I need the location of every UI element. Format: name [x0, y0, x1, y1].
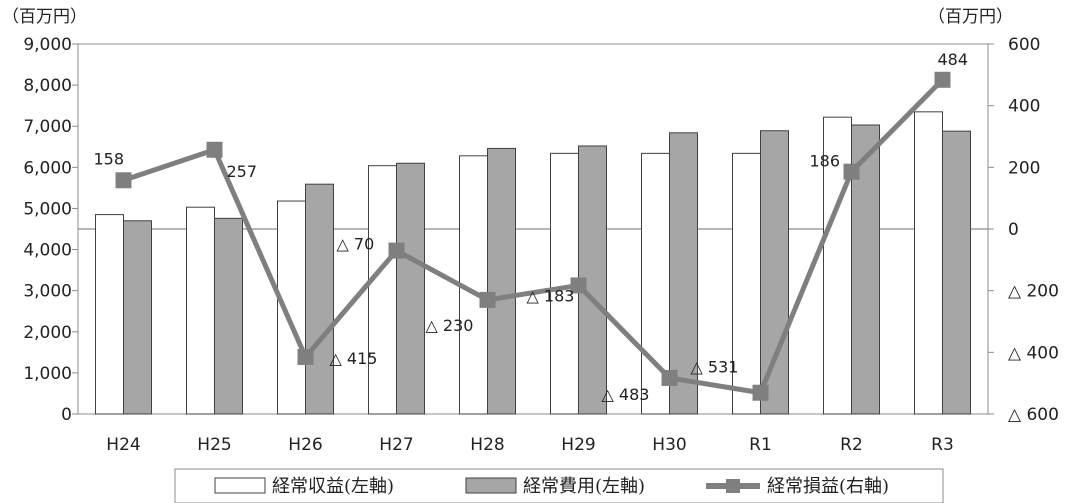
x-axis: H24 H25 H26 H27 H28 H29 H30 R1 R2 R3: [106, 435, 954, 455]
data-label-profit-R2: 186: [810, 152, 841, 171]
left-axis-tick-label: 5,000: [23, 199, 72, 219]
bar-expense-H28: [487, 147, 516, 415]
x-axis-tick-label: H25: [197, 435, 231, 455]
right-axis-tick-label: △ 200: [1008, 282, 1059, 302]
right-axis-tick-label: 0: [1008, 220, 1019, 240]
x-axis-tick-label: R2: [840, 435, 863, 455]
bar-expense-H26: [305, 183, 334, 415]
line-profit: [122, 78, 945, 396]
point-profit-R1: [752, 384, 769, 401]
point-profit-H25: [206, 141, 223, 158]
data-label-profit-H26: △ 415: [330, 349, 378, 368]
legend: 経常収益(左軸) 経常費用(左軸) 経常損益(右軸): [174, 468, 944, 503]
right-axis-tick-label: 200: [1008, 158, 1040, 178]
data-label-profit-H30: △ 483: [602, 385, 650, 404]
legend-swatch-profit-marker: [726, 479, 740, 493]
bar-expense-R1: [760, 130, 789, 415]
bar-expense-H30: [669, 132, 698, 415]
bar-expense-H24: [123, 220, 152, 415]
bar-revenue-H24: [95, 214, 124, 415]
right-axis-tick-label: 400: [1008, 97, 1040, 117]
point-profit-H28: [479, 291, 496, 308]
right-axis-unit: （百万円）: [928, 7, 1013, 27]
data-label-profit-H25: 257: [227, 162, 258, 181]
right-axis: 600 400 200 0 △ 200 △ 400 △ 600: [988, 35, 1059, 425]
data-label-profit-R1: △ 531: [691, 358, 739, 377]
point-profit-H26: [297, 348, 314, 365]
legend-label-revenue: 経常収益(左軸): [272, 476, 394, 497]
point-profit-H29: [570, 277, 587, 294]
left-axis: 0 1,000 2,000 3,000 4,000 5,000 6,000 7,000 8,00…: [23, 35, 78, 425]
data-label-profit-R3: 484: [938, 50, 969, 69]
data-label-profit-H28: △ 230: [426, 316, 474, 335]
left-axis-tick-label: 8,000: [23, 76, 72, 96]
point-profit-H24: [115, 172, 132, 189]
data-label-profit-H24: 158: [94, 149, 125, 168]
data-label-profit-H29: △ 183: [527, 286, 575, 305]
x-axis-tick-label: H30: [652, 435, 686, 455]
legend-label-expense: 経常費用(左軸): [523, 476, 645, 497]
point-profit-H27: [388, 242, 405, 259]
bar-expense-H27: [396, 162, 425, 415]
left-axis-tick-label: 7,000: [23, 117, 72, 137]
left-axis-tick-label: 0: [61, 405, 72, 425]
left-axis-tick-label: 4,000: [23, 241, 72, 261]
left-axis-tick-label: 3,000: [23, 282, 72, 302]
point-profit-R3: [934, 71, 951, 88]
legend-frame: [174, 468, 944, 503]
legend-swatch-revenue: [214, 477, 266, 494]
left-axis-tick-label: 9,000: [23, 35, 72, 55]
bar-revenue-H25: [186, 206, 215, 415]
legend-label-profit: 経常損益(右軸): [767, 476, 889, 497]
left-axis-tick-label: 2,000: [23, 323, 72, 343]
x-axis-tick-label: H27: [379, 435, 413, 455]
bar-revenue-R3: [914, 111, 943, 415]
data-label-profit-H27: △ 70: [337, 235, 375, 254]
x-axis-tick-label: H24: [106, 435, 140, 455]
x-axis-tick-label: H29: [561, 435, 595, 455]
right-axis-tick-label: △ 400: [1008, 343, 1059, 363]
x-axis-tick-label: R1: [749, 435, 772, 455]
left-axis-tick-label: 1,000: [23, 364, 72, 384]
bar-revenue-H30: [641, 152, 670, 415]
bar-expense-R3: [942, 130, 971, 415]
x-axis-tick-label: R3: [931, 435, 954, 455]
left-axis-unit: （百万円）: [2, 7, 87, 27]
bar-revenue-H27: [368, 165, 397, 415]
bar-series-group: [95, 111, 971, 415]
x-axis-tick-label: H28: [470, 435, 504, 455]
left-axis-tick-label: 6,000: [23, 158, 72, 178]
right-axis-tick-label: △ 600: [1008, 405, 1059, 425]
point-profit-R2: [843, 163, 860, 180]
x-axis-tick-label: H26: [288, 435, 322, 455]
legend-swatch-expense: [465, 477, 517, 494]
bar-expense-H25: [214, 217, 243, 415]
line-series-group: 158 257 △ 415 △ 70 △ 230 △ 183 △ 483 △ 531 186 48…: [94, 50, 969, 404]
right-axis-tick-label: 600: [1008, 35, 1040, 55]
point-profit-H30: [661, 369, 678, 386]
